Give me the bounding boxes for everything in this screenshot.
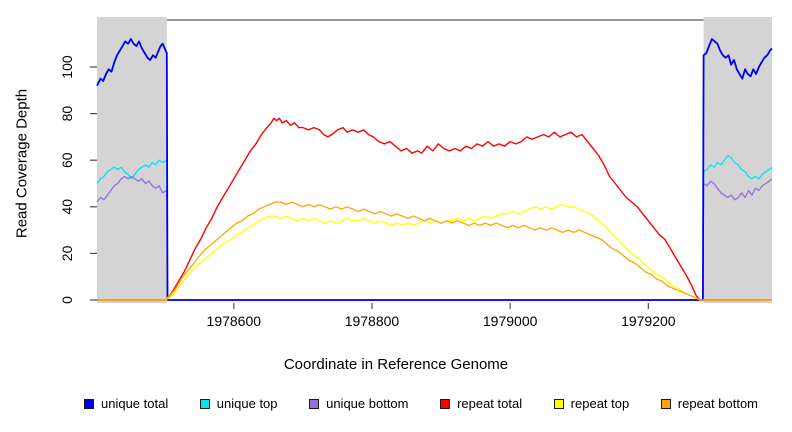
x-axis-label: Coordinate in Reference Genome (283, 356, 509, 373)
legend-swatch-icon (553, 398, 564, 409)
legend-swatch-icon (309, 398, 320, 409)
legend-item-unique-total: unique total (84, 397, 168, 410)
right-flank-repeat-region-shading (703, 17, 772, 303)
x-tick-label: 1979200 (621, 313, 676, 329)
legend-item-unique-top: unique top (199, 396, 278, 411)
y-tick-label: 80 (59, 106, 75, 122)
legend-label: unique bottom (326, 396, 409, 411)
legend-label: repeat top (570, 396, 630, 411)
legend: unique total unique top unique bottom repea… (84, 397, 758, 410)
series-unique-bottom-line (96, 175, 773, 301)
left-flank-repeat-region-shading (97, 17, 167, 303)
legend-label: unique total (101, 396, 169, 411)
y-tick-label: 20 (59, 245, 75, 261)
y-tick-label: 0 (59, 296, 75, 304)
x-tick-label: 1979000 (483, 313, 538, 329)
legend-item-repeat-top: repeat top (553, 396, 630, 411)
y-axis-label: Read Coverage Depth (13, 88, 31, 239)
y-tick-label: 60 (59, 152, 75, 168)
y-tick-label: 100 (59, 55, 75, 79)
series-repeat-top-line (97, 203, 772, 301)
legend-label: unique top (216, 396, 278, 411)
legend-item-repeat-total: repeat total (440, 397, 522, 410)
legend-swatch-icon (660, 398, 671, 409)
legend-label: repeat total (457, 396, 523, 411)
legend-swatch-icon (440, 398, 451, 409)
legend-item-unique-bottom: unique bottom (309, 396, 409, 411)
legend-swatch-icon (199, 398, 210, 409)
series-unique-total-line (96, 38, 773, 301)
legend-swatch-icon (84, 398, 94, 409)
series-repeat-total-line (97, 117, 772, 301)
x-tick-label: 1978600 (207, 313, 262, 329)
x-tick-label: 1978800 (345, 313, 400, 329)
series-unique-top-line (96, 154, 773, 301)
series-repeat-bottom-line (97, 201, 772, 301)
y-tick-label: 40 (59, 199, 75, 215)
coverage-plot-canvas: 1978600 1978800 1979000 1979200 0 20 40 60 80 100 (59, 17, 773, 329)
legend-item-repeat-bottom: repeat bottom (660, 396, 758, 411)
legend-label: repeat bottom (677, 396, 758, 411)
